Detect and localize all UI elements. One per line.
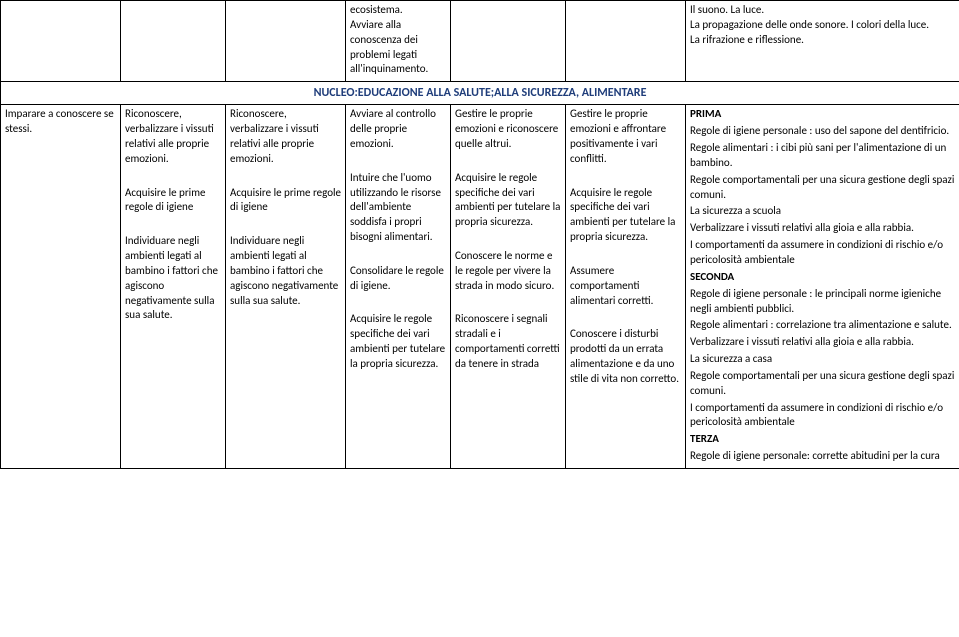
cell-col5: Gestire le proprie emozioni e affrontare…: [566, 105, 686, 469]
text: Regole di igiene personale : uso del sap…: [690, 124, 955, 139]
text: Regole di igiene personale : le principa…: [690, 287, 955, 317]
text: Individuare negli ambienti legati al bam…: [230, 234, 341, 308]
text: Il suono. La luce. La propagazione delle…: [690, 3, 955, 48]
text: Acquisire le regole specifiche dei vari …: [350, 312, 446, 371]
text: Conoscere le norme e le regole per viver…: [455, 249, 561, 294]
text: Acquisire le prime regole di igiene: [125, 186, 221, 216]
cell-col6: PRIMA Regole di igiene personale : uso d…: [686, 105, 959, 469]
cell-empty: [451, 1, 566, 82]
text: Conoscere i disturbi prodotti da un erra…: [570, 327, 681, 386]
text: Gestire le proprie emozioni e riconoscer…: [455, 107, 561, 152]
cell-col3: Avviare al controllo delle proprie emozi…: [346, 105, 451, 469]
cell-col4: Gestire le proprie emozioni e riconoscer…: [451, 105, 566, 469]
text: Avviare al controllo delle proprie emozi…: [350, 107, 446, 152]
nucleo-header: NUCLEO:EDUCAZIONE ALLA SALUTE;ALLA SICUR…: [1, 82, 959, 105]
text: Regole comportamentali per una sicura ge…: [690, 369, 955, 399]
text: Regole comportamentali per una sicura ge…: [690, 173, 955, 203]
text: I comportamenti da assumere in condizion…: [690, 401, 955, 431]
text: Regole alimentari : correlazione tra ali…: [690, 318, 955, 333]
curriculum-table: ecosistema. Avviare alla conoscenza dei …: [0, 0, 959, 469]
text: Riconoscere, verbalizzare i vissuti rela…: [125, 107, 221, 166]
text: ecosistema. Avviare alla conoscenza dei …: [350, 3, 446, 77]
text: La sicurezza a casa: [690, 352, 955, 367]
cell-empty: [226, 1, 346, 82]
text: Riconoscere i segnali stradali e i compo…: [455, 312, 561, 371]
text: Acquisire le prime regole di igiene: [230, 186, 341, 216]
table-row: ecosistema. Avviare alla conoscenza dei …: [1, 1, 959, 82]
text: Verbalizzare i vissuti relativi alla gio…: [690, 221, 955, 236]
text: Intuire che l'uomo utilizzando le risors…: [350, 171, 446, 245]
text: Assumere comportamenti alimentari corret…: [570, 264, 681, 309]
heading-seconda: SECONDA: [690, 270, 734, 283]
text: La sicurezza a scuola: [690, 204, 955, 219]
text: Consolidare le regole di igiene.: [350, 264, 446, 294]
cell-col1: Riconoscere, verbalizzare i vissuti rela…: [121, 105, 226, 469]
cell-empty: [566, 1, 686, 82]
cell-col0: Imparare a conoscere se stessi.: [1, 105, 121, 469]
cell-empty: [1, 1, 121, 82]
nucleo-header-row: NUCLEO:EDUCAZIONE ALLA SALUTE;ALLA SICUR…: [1, 82, 959, 105]
cell-suono: Il suono. La luce. La propagazione delle…: [686, 1, 959, 82]
text: Individuare negli ambienti legati al bam…: [125, 234, 221, 323]
text: Acquisire le regole specifiche dei vari …: [455, 171, 561, 230]
text: Riconoscere, verbalizzare i vissuti rela…: [230, 107, 341, 166]
cell-ecosistema: ecosistema. Avviare alla conoscenza dei …: [346, 1, 451, 82]
text: Gestire le proprie emozioni e affrontare…: [570, 107, 681, 166]
text: Acquisire le regole specifiche dei vari …: [570, 186, 681, 245]
text: Regole di igiene personale: corrette abi…: [690, 449, 955, 464]
cell-empty: [121, 1, 226, 82]
text: Verbalizzare i vissuti relativi alla gio…: [690, 335, 955, 350]
cell-col2: Riconoscere, verbalizzare i vissuti rela…: [226, 105, 346, 469]
text: Regole alimentari : i cibi più sani per …: [690, 141, 955, 171]
heading-prima: PRIMA: [690, 107, 721, 120]
text: Imparare a conoscere se stessi.: [5, 107, 116, 137]
heading-terza: TERZA: [690, 432, 719, 445]
content-row: Imparare a conoscere se stessi. Riconosc…: [1, 105, 959, 469]
text: I comportamenti da assumere in condizion…: [690, 238, 955, 268]
